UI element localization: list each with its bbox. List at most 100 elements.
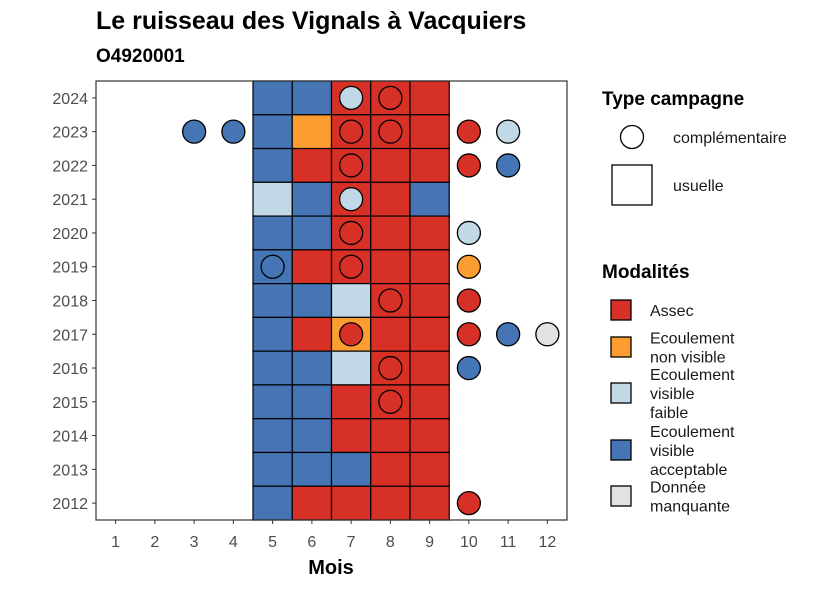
legend-swatch-assec	[610, 299, 632, 321]
point-complementaire-2018-8	[378, 288, 403, 313]
tile-usuelle-2014-8	[370, 418, 411, 454]
tile-usuelle-2013-7	[330, 451, 372, 487]
tile-usuelle-2021-6	[291, 181, 333, 217]
tile-usuelle-2013-9	[409, 451, 450, 487]
legend-swatch-manquante	[610, 485, 632, 507]
point-complementaire-2022-10	[456, 153, 482, 178]
y-tick-label: 2018	[52, 294, 88, 311]
tile-usuelle-2022-9	[409, 147, 450, 183]
x-tick-label: 4	[229, 534, 238, 551]
tile-usuelle-2014-6	[291, 418, 333, 454]
legend-key-usuelle	[611, 164, 653, 206]
chart-subtitle: O4920001	[96, 46, 185, 67]
tile-usuelle-2023-9	[409, 114, 450, 150]
tile-usuelle-2012-9	[409, 485, 450, 521]
y-tick-label: 2014	[52, 429, 88, 446]
legend-label-usuelle: usuelle	[673, 178, 724, 195]
tile-usuelle-2012-7	[330, 485, 372, 521]
tile-usuelle-2013-6	[291, 451, 333, 487]
legend-type-title: Type campagne	[602, 89, 744, 110]
tile-usuelle-2012-6	[291, 485, 333, 521]
tile-usuelle-2015-9	[409, 384, 450, 420]
tile-usuelle-2018-6	[291, 283, 333, 318]
legend-swatch-faible	[610, 382, 632, 404]
point-complementaire-2023-8	[378, 119, 403, 144]
tile-usuelle-2018-7	[330, 283, 372, 318]
tile-usuelle-2021-9	[409, 181, 450, 217]
tile-usuelle-2014-5	[252, 418, 293, 454]
x-tick-label: 8	[386, 534, 395, 551]
y-tick-label: 2024	[52, 91, 88, 108]
tile-usuelle-2017-5	[252, 316, 293, 352]
tile-usuelle-2014-7	[330, 418, 372, 454]
tile-usuelle-2017-8	[370, 316, 411, 352]
point-complementaire-2017-12	[535, 322, 560, 347]
tile-usuelle-2016-6	[291, 350, 333, 386]
point-complementaire-2019-10	[456, 254, 482, 279]
y-tick-label: 2023	[52, 125, 88, 142]
x-tick-label: 5	[268, 534, 277, 551]
tile-usuelle-2016-9	[409, 350, 450, 386]
x-tick-label: 2	[150, 534, 159, 551]
tile-usuelle-2020-9	[409, 215, 450, 251]
tile-usuelle-2017-6	[291, 316, 333, 352]
point-complementaire-2020-7	[338, 220, 364, 246]
point-complementaire-2018-10	[456, 288, 482, 313]
tile-usuelle-2024-9	[409, 80, 450, 116]
tile-usuelle-2013-8	[370, 451, 411, 487]
x-axis-title: Mois	[308, 557, 354, 579]
tile-usuelle-2016-5	[252, 350, 293, 386]
point-complementaire-2016-8	[378, 355, 403, 381]
tile-usuelle-2015-5	[252, 384, 293, 420]
legend-label-acceptable: Ecoulement visible acceptable	[650, 424, 735, 479]
point-complementaire-2023-7	[338, 119, 364, 144]
point-complementaire-2023-4	[221, 119, 246, 144]
tile-usuelle-2021-5	[252, 181, 293, 217]
point-complementaire-2024-7	[338, 85, 364, 111]
tile-usuelle-2012-5	[252, 485, 293, 521]
y-tick-label: 2015	[52, 395, 88, 412]
tile-usuelle-2014-9	[409, 418, 450, 454]
tile-usuelle-2015-7	[330, 384, 372, 420]
point-complementaire-2017-10	[456, 322, 482, 347]
y-tick-label: 2013	[52, 462, 88, 479]
x-tick-label: 9	[425, 534, 434, 551]
legend-label-non_visible: Ecoulement non visible	[650, 331, 735, 367]
x-tick-label: 3	[190, 534, 199, 551]
x-tick-label: 6	[307, 534, 316, 551]
point-complementaire-2017-7	[338, 322, 364, 347]
point-complementaire-2024-8	[378, 85, 403, 111]
point-complementaire-2020-10	[456, 220, 482, 246]
tile-usuelle-2013-5	[252, 451, 293, 487]
tile-usuelle-2024-5	[252, 80, 293, 116]
point-complementaire-2016-10	[456, 355, 482, 381]
y-tick-label: 2020	[52, 226, 88, 243]
point-complementaire-2023-3	[181, 119, 207, 144]
legend-label-complementaire: complémentaire	[673, 130, 787, 147]
tile-usuelle-2015-6	[291, 384, 333, 420]
point-complementaire-2019-5	[260, 254, 285, 279]
point-complementaire-2023-10	[456, 119, 482, 144]
y-tick-label: 2019	[52, 260, 88, 277]
point-complementaire-2017-11	[495, 322, 521, 347]
point-complementaire-2022-11	[495, 153, 521, 178]
y-tick-label: 2022	[52, 158, 88, 175]
tile-usuelle-2019-8	[370, 249, 411, 285]
tile-usuelle-2019-6	[291, 249, 333, 285]
x-tick-label: 10	[460, 534, 478, 551]
y-tick-label: 2012	[52, 496, 88, 513]
tile-usuelle-2019-9	[409, 249, 450, 285]
tile-usuelle-2023-6	[291, 114, 333, 150]
tile-usuelle-2022-6	[291, 147, 333, 183]
legend-modalities-title: Modalités	[602, 262, 690, 283]
x-tick-label: 1	[111, 534, 120, 551]
legend-swatch-non_visible	[610, 336, 632, 358]
tile-usuelle-2020-5	[252, 215, 293, 251]
point-complementaire-2012-10	[456, 490, 482, 516]
tile-usuelle-2022-8	[370, 147, 411, 183]
tile-usuelle-2024-6	[291, 80, 333, 116]
tile-usuelle-2020-6	[291, 215, 333, 251]
chart-title: Le ruisseau des Vignals à Vacquiers	[96, 7, 527, 35]
point-complementaire-2021-7	[338, 187, 364, 212]
